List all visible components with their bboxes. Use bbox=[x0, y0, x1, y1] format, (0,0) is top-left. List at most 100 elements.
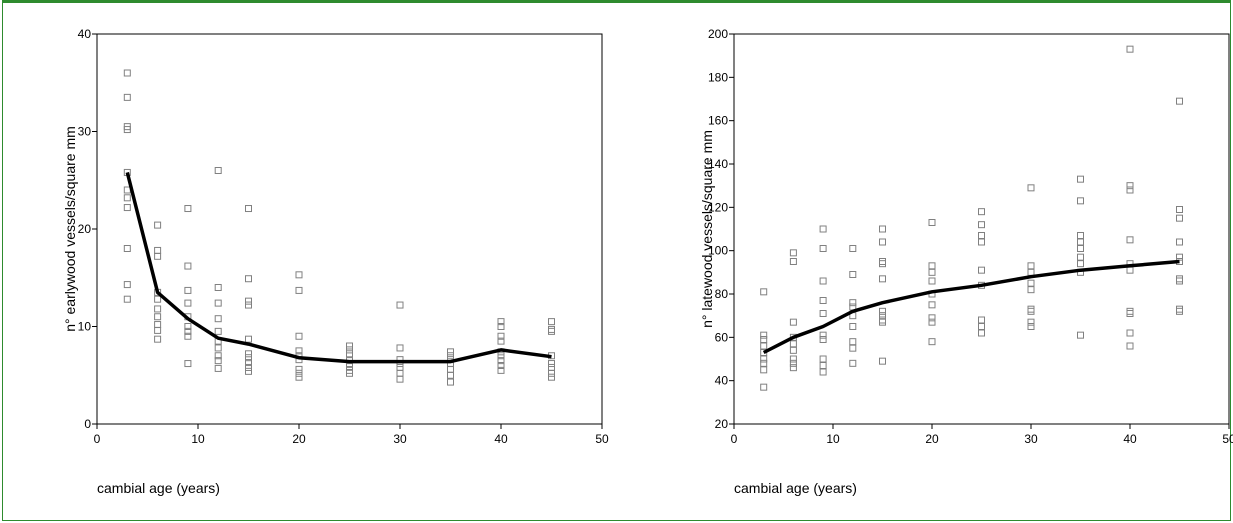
earlywood-data-point bbox=[154, 335, 162, 343]
earlywood-data-point bbox=[154, 252, 162, 260]
earlywood-data-point bbox=[497, 362, 505, 369]
earlywood-y-tick-label: 20 bbox=[78, 222, 92, 236]
latewood-data-point bbox=[879, 318, 886, 326]
earlywood-data-point bbox=[184, 332, 192, 340]
earlywood-x-tick-label: 40 bbox=[494, 432, 508, 446]
latewood-data-point bbox=[1027, 184, 1035, 192]
latewood-data-point bbox=[1126, 186, 1134, 194]
earlywood-mean-line bbox=[125, 171, 552, 364]
earlywood-x-tick-label: 50 bbox=[595, 432, 609, 446]
latewood-y-tick-label: 40 bbox=[715, 374, 729, 388]
latewood-data-point bbox=[978, 238, 985, 246]
earlywood-data-point bbox=[123, 281, 131, 289]
latewood-data-point bbox=[1077, 331, 1084, 339]
earlywood-data-point bbox=[497, 318, 505, 326]
earlywood-y-tick-label: 30 bbox=[78, 125, 92, 139]
earlywood-data-point bbox=[154, 221, 162, 229]
earlywood-data-point bbox=[245, 350, 252, 358]
latewood-data-point bbox=[819, 368, 827, 376]
left-x-axis-title: cambial age (years) bbox=[97, 480, 220, 496]
latewood-data-point bbox=[879, 238, 886, 246]
earlywood-data-point bbox=[497, 366, 505, 374]
earlywood-data-point bbox=[548, 373, 555, 381]
latewood-data-point bbox=[819, 245, 827, 252]
latewood-data-point bbox=[1126, 329, 1134, 337]
latewood-data-point bbox=[1176, 277, 1183, 285]
earlywood-data-point bbox=[184, 286, 192, 294]
earlywood-plot-area bbox=[96, 33, 603, 425]
earlywood-data-point bbox=[396, 301, 404, 309]
earlywood-data-point bbox=[295, 286, 303, 294]
earlywood-data-point bbox=[154, 313, 162, 321]
latewood-data-point bbox=[760, 355, 768, 363]
earlywood-data-point bbox=[447, 371, 454, 379]
latewood-data-point bbox=[849, 344, 857, 352]
earlywood-data-point bbox=[154, 295, 162, 303]
earlywood-data-point bbox=[447, 352, 454, 360]
earlywood-y-axis-title: n° earlywood vessels/square mm bbox=[62, 126, 78, 332]
latewood-data-point bbox=[1077, 197, 1084, 205]
latewood-y-axis-title: n° latewood vessels/square mm bbox=[699, 130, 715, 328]
latewood-data-point bbox=[849, 299, 857, 307]
latewood-x-tick-label: 40 bbox=[1123, 432, 1137, 446]
latewood-data-point bbox=[1077, 260, 1084, 268]
earlywood-data-point bbox=[447, 348, 454, 356]
earlywood-data-point bbox=[214, 352, 222, 360]
latewood-data-point bbox=[849, 359, 857, 367]
latewood-data-point bbox=[1027, 286, 1035, 294]
latewood-data-point bbox=[819, 277, 827, 285]
earlywood-data-point bbox=[214, 364, 222, 372]
latewood-x-tick-label: 0 bbox=[731, 432, 738, 446]
earlywood-data-point bbox=[346, 350, 353, 358]
latewood-data-point bbox=[819, 336, 827, 343]
earlywood-data-point bbox=[245, 363, 252, 371]
latewood-y-tick-label: 60 bbox=[715, 330, 729, 344]
earlywood-data-point bbox=[295, 373, 303, 381]
earlywood-data-point bbox=[214, 299, 222, 307]
latewood-data-point bbox=[879, 225, 886, 233]
latewood-y-tick-label: 100 bbox=[708, 244, 728, 258]
earlywood-data-point bbox=[245, 301, 252, 309]
latewood-y-tick-label: 80 bbox=[715, 287, 729, 301]
earlywood-data-point bbox=[184, 323, 192, 330]
earlywood-data-point bbox=[548, 327, 555, 335]
latewood-data-point bbox=[1126, 310, 1134, 317]
latewood-data-point bbox=[789, 355, 797, 363]
latewood-data-point bbox=[1176, 307, 1183, 315]
latewood-data-point bbox=[928, 338, 936, 346]
earlywood-data-point bbox=[154, 326, 162, 334]
earlywood-x-tick-label: 30 bbox=[393, 432, 407, 446]
earlywood-data-point bbox=[346, 346, 353, 354]
earlywood-y-tick-label: 0 bbox=[84, 417, 91, 431]
earlywood-data-point bbox=[184, 205, 192, 213]
earlywood-data-point bbox=[295, 365, 303, 373]
earlywood-data-point bbox=[245, 354, 252, 362]
latewood-data-point bbox=[928, 268, 936, 276]
latewood-data-point bbox=[879, 260, 886, 268]
earlywood-data-point bbox=[154, 305, 162, 313]
latewood-data-point bbox=[928, 301, 936, 309]
earlywood-data-point bbox=[123, 245, 131, 252]
latewood-data-point bbox=[819, 225, 827, 233]
latewood-data-point bbox=[1077, 245, 1084, 252]
earlywood-data-point bbox=[184, 360, 192, 368]
earlywood-x-tick-label: 10 bbox=[191, 432, 205, 446]
latewood-data-point bbox=[1126, 45, 1134, 53]
right-x-axis-title: cambial age (years) bbox=[734, 480, 857, 496]
earlywood-y-tick-label: 10 bbox=[78, 320, 92, 334]
earlywood-data-point bbox=[245, 297, 252, 305]
latewood-data-point bbox=[978, 266, 985, 274]
earlywood-data-point bbox=[497, 332, 505, 340]
latewood-x-tick-label: 50 bbox=[1222, 432, 1233, 446]
latewood-data-point bbox=[1126, 236, 1134, 244]
latewood-y-tick-label: 140 bbox=[708, 157, 728, 171]
earlywood-data-point bbox=[245, 205, 252, 213]
earlywood-data-point bbox=[497, 352, 505, 360]
earlywood-data-point bbox=[214, 284, 222, 291]
latewood-y-tick-label: 160 bbox=[708, 114, 728, 128]
latewood-y-tick-label: 20 bbox=[715, 417, 729, 431]
latewood-data-point bbox=[760, 331, 768, 339]
earlywood-data-point bbox=[123, 93, 131, 101]
latewood-data-point bbox=[879, 307, 886, 315]
